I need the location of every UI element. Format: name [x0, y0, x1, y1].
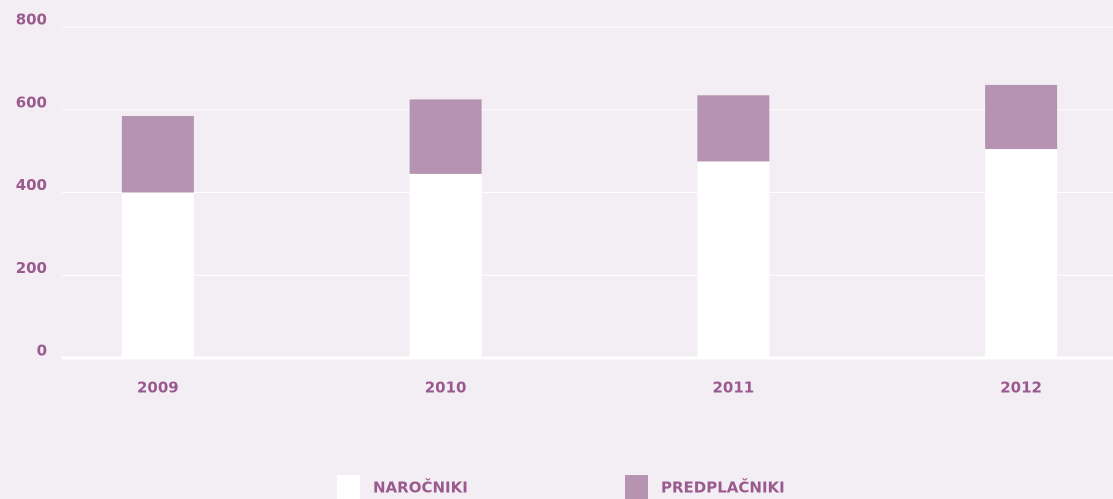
y-tick-label: 400 [16, 176, 47, 194]
x-tick-label: 2010 [425, 379, 467, 397]
legend-swatch [625, 475, 648, 499]
y-tick-label: 600 [16, 93, 47, 111]
y-tick-label: 800 [16, 11, 47, 29]
bar-segment [121, 115, 194, 193]
legend-swatch [337, 475, 360, 499]
bar-segment [985, 84, 1058, 150]
y-tick-label: 0 [37, 342, 47, 360]
x-tick-label: 2011 [713, 379, 755, 397]
bar-segment [985, 149, 1058, 358]
legend-label: NAROČNIKI [373, 478, 468, 497]
legend-label: PREDPLAČNIKI [661, 478, 785, 497]
x-tick-label: 2009 [137, 379, 179, 397]
bar-segment [409, 99, 482, 174]
bar-segment [409, 173, 482, 358]
bar-segment [697, 161, 770, 358]
bar-segment [121, 192, 194, 358]
x-tick-label: 2012 [1000, 379, 1042, 397]
bar-segment [697, 95, 770, 162]
y-tick-label: 200 [16, 259, 47, 277]
